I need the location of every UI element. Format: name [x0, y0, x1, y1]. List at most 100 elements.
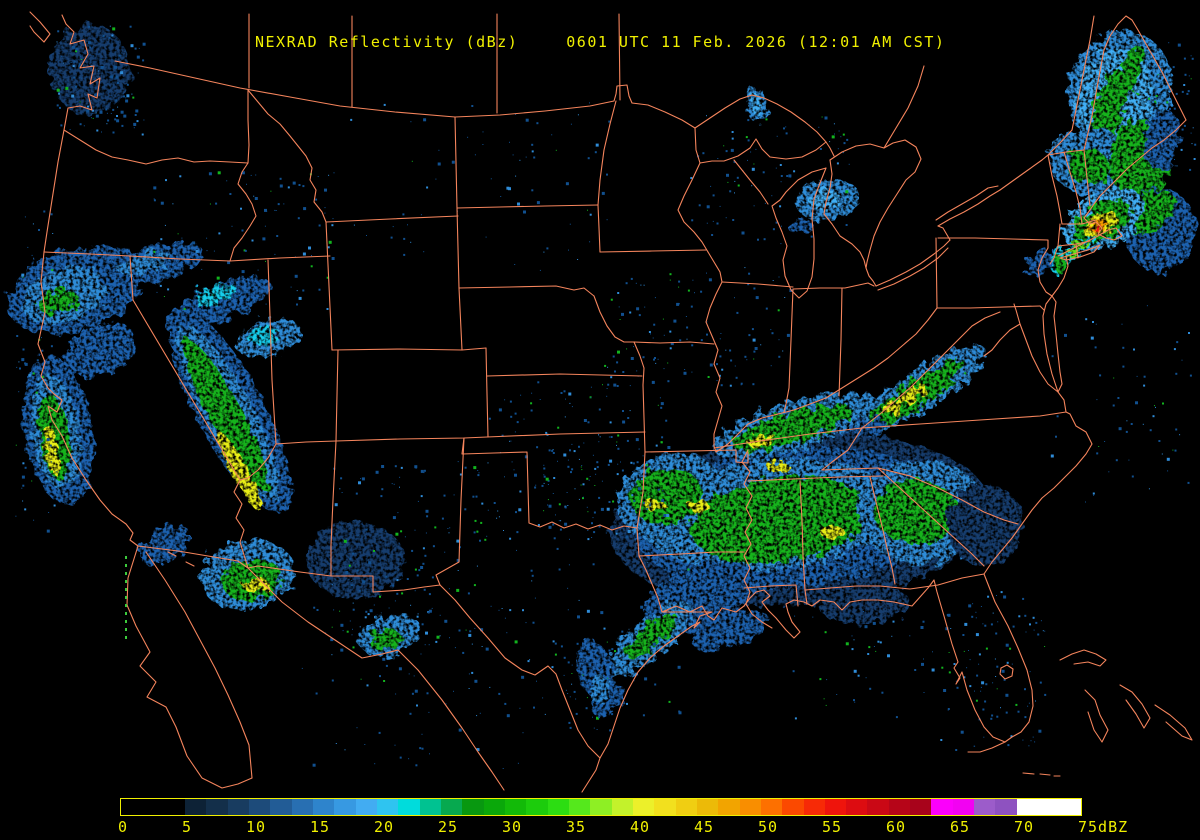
- echo-speckle: [333, 609, 335, 611]
- echo-speckle: [1051, 355, 1054, 358]
- echo-speckle: [943, 689, 947, 692]
- echo-speckle: [621, 312, 624, 316]
- echo-speckle: [226, 180, 228, 182]
- echo-speckle: [116, 119, 120, 123]
- echo-speckle: [485, 236, 487, 238]
- echo-speckle: [741, 231, 745, 235]
- echo-speckle: [660, 585, 663, 588]
- echo-speckle: [1098, 446, 1100, 447]
- echo-speckle: [611, 655, 613, 657]
- echo-speckle: [1169, 107, 1171, 110]
- echo-speckle: [555, 514, 556, 516]
- echo-speckle: [331, 257, 335, 260]
- colorbar-cell: [206, 799, 228, 815]
- map-border-path: [983, 323, 1021, 357]
- echo-speckle: [663, 493, 665, 495]
- echo-speckle: [975, 611, 977, 613]
- echo-speckle: [91, 70, 93, 72]
- colorbar-tick-label: 50: [758, 818, 779, 836]
- colorbar-cell: [419, 799, 441, 815]
- echo-blob: [626, 613, 678, 659]
- echo-speckle: [785, 126, 787, 128]
- echo-speckle: [73, 76, 76, 79]
- echo-speckle: [212, 294, 214, 296]
- echo-speckle: [786, 175, 789, 177]
- echo-speckle: [617, 463, 619, 465]
- echo-speckle: [629, 410, 631, 412]
- echo-speckle: [410, 604, 412, 606]
- echo-speckle: [595, 143, 599, 147]
- echo-speckle: [69, 129, 71, 131]
- echo-speckle: [33, 266, 36, 269]
- colorbar-tick-label: 45: [694, 818, 715, 836]
- echo-speckle: [1150, 121, 1153, 124]
- echo-speckle: [424, 644, 426, 646]
- echo-speckle: [509, 537, 512, 540]
- echo-speckle: [632, 462, 635, 465]
- echo-speckle: [535, 484, 537, 486]
- map-border-path: [331, 347, 487, 351]
- echo-speckle: [479, 712, 481, 714]
- echo-speckle: [845, 224, 848, 226]
- timestamp: 0601 UTC 11 Feb. 2026 (12:01 AM CST): [566, 33, 946, 51]
- echo-speckle: [752, 338, 756, 342]
- echo-speckle: [975, 699, 978, 702]
- echo-speckle: [398, 615, 400, 617]
- echo-speckle: [476, 748, 480, 752]
- echo-speckle: [606, 507, 610, 511]
- echo-speckle: [331, 679, 334, 682]
- echo-speckle: [394, 744, 396, 746]
- echo-speckle: [265, 303, 267, 305]
- echo-speckle: [534, 486, 537, 489]
- colorbar-cell: [1059, 799, 1081, 815]
- echo-speckle: [112, 108, 115, 111]
- echo-speckle: [617, 434, 620, 437]
- echo-speckle: [772, 280, 774, 281]
- echo-speckle: [369, 609, 373, 613]
- echo-speckle: [58, 330, 60, 332]
- echo-blob: [139, 525, 191, 565]
- echo-speckle: [59, 106, 61, 109]
- map-border-path: [167, 551, 177, 557]
- echo-speckle: [663, 514, 667, 517]
- echo-speckle: [974, 690, 975, 692]
- colorbar-cell: [547, 799, 569, 815]
- echo-speckle: [782, 350, 784, 352]
- echo-speckle: [143, 119, 145, 121]
- echo-speckle: [692, 279, 694, 281]
- echo-speckle: [868, 646, 871, 649]
- echo-speckle: [423, 469, 426, 472]
- echo-speckle: [153, 198, 155, 200]
- echo-speckle: [569, 696, 571, 698]
- echo-speckle: [688, 601, 692, 605]
- echo-speckle: [50, 345, 53, 348]
- echo-speckle: [400, 466, 403, 469]
- echo-speckle: [423, 472, 425, 474]
- echo-speckle: [326, 308, 329, 310]
- echo-speckle: [352, 552, 354, 555]
- echo-speckle: [437, 162, 441, 166]
- echo-speckle: [963, 650, 965, 652]
- echo-speckle: [534, 597, 536, 599]
- echo-speckle: [32, 223, 34, 225]
- map-border-path: [129, 255, 249, 569]
- echo-speckle: [725, 349, 727, 351]
- echo-speckle: [604, 364, 607, 367]
- echo-speckle: [587, 157, 590, 160]
- echo-speckle: [391, 483, 393, 485]
- map-border-path: [325, 221, 333, 351]
- echo-speckle: [848, 163, 850, 165]
- echo-speckle: [1148, 97, 1150, 100]
- echo-speckle: [587, 209, 588, 211]
- echo-speckle: [522, 609, 524, 612]
- echo-speckle: [1162, 402, 1164, 405]
- echo-speckle: [648, 331, 651, 333]
- echo-speckle: [810, 235, 813, 238]
- echo-speckle: [984, 624, 987, 627]
- echo-speckle: [1192, 127, 1194, 129]
- echo-blob: [1143, 110, 1181, 170]
- echo-speckle: [514, 264, 516, 265]
- echo-speckle: [201, 268, 203, 270]
- colorbar-cell: [803, 799, 825, 815]
- echo-speckle: [208, 172, 212, 176]
